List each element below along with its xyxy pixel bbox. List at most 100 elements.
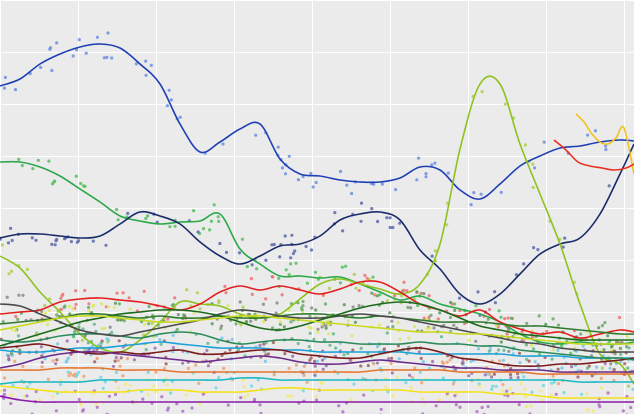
data-point	[94, 329, 98, 333]
data-point	[352, 382, 356, 386]
data-point	[508, 387, 512, 391]
data-point	[532, 246, 536, 250]
data-point	[523, 387, 527, 391]
data-point	[600, 366, 604, 370]
data-point	[551, 317, 555, 321]
data-point	[296, 178, 300, 182]
data-point	[301, 389, 305, 393]
data-point	[92, 322, 96, 326]
data-point	[556, 367, 560, 371]
data-point	[278, 322, 282, 326]
data-point	[237, 251, 242, 255]
data-point	[169, 391, 173, 395]
data-point	[342, 303, 346, 307]
data-point	[603, 362, 607, 366]
data-point	[171, 333, 175, 337]
data-point	[102, 56, 106, 60]
data-point	[95, 356, 99, 361]
data-point	[40, 309, 44, 314]
data-point	[153, 346, 157, 350]
data-point	[16, 317, 20, 321]
data-point	[280, 166, 285, 170]
data-point	[222, 366, 226, 370]
data-point	[55, 313, 59, 317]
data-point	[99, 375, 103, 379]
data-point	[263, 318, 268, 322]
data-point	[445, 360, 449, 364]
data-point	[63, 304, 67, 308]
data-point	[234, 322, 238, 326]
data-point	[293, 249, 297, 253]
data-point	[536, 248, 540, 252]
data-point	[498, 359, 502, 363]
data-point	[420, 381, 424, 385]
data-point	[388, 311, 392, 315]
data-point	[134, 62, 138, 66]
data-point	[509, 316, 514, 320]
data-point	[291, 252, 295, 256]
data-point	[113, 392, 118, 397]
data-point	[542, 140, 546, 144]
data-point	[581, 344, 585, 348]
data-point	[533, 360, 537, 364]
data-point	[100, 327, 104, 331]
data-point	[11, 383, 15, 388]
data-point	[214, 386, 218, 390]
data-point	[406, 305, 410, 309]
data-point	[327, 323, 331, 327]
data-point	[415, 178, 419, 182]
data-point	[103, 380, 107, 384]
data-point	[434, 404, 438, 408]
data-point	[21, 364, 25, 368]
data-point	[397, 357, 401, 361]
data-point	[7, 354, 11, 358]
data-point	[205, 348, 209, 353]
data-point	[59, 296, 63, 300]
series-lines	[0, 43, 634, 403]
data-point	[576, 375, 580, 379]
data-point	[432, 326, 436, 330]
data-point	[266, 352, 270, 356]
data-point	[40, 360, 44, 364]
data-point	[479, 192, 483, 196]
data-point	[146, 393, 150, 397]
data-point	[118, 364, 122, 368]
data-point	[43, 311, 48, 315]
data-point	[525, 321, 529, 325]
data-point	[224, 291, 228, 295]
data-point	[390, 371, 394, 375]
data-point	[487, 349, 491, 353]
data-point	[13, 88, 18, 92]
data-point	[169, 98, 173, 102]
data-point	[206, 364, 210, 368]
data-point	[320, 322, 324, 326]
data-point	[106, 31, 110, 35]
data-point	[619, 352, 623, 356]
data-point	[271, 326, 275, 330]
data-point	[625, 334, 629, 339]
data-point	[116, 386, 120, 390]
data-point	[168, 225, 172, 229]
data-point	[271, 340, 275, 345]
data-point	[626, 366, 630, 370]
data-point	[209, 219, 214, 223]
data-point	[445, 223, 449, 227]
data-point	[246, 393, 250, 397]
data-point	[550, 357, 554, 361]
data-point	[9, 226, 13, 230]
data-point	[264, 258, 268, 262]
data-point	[278, 320, 282, 324]
data-point	[255, 267, 259, 271]
data-point	[609, 362, 613, 366]
data-point	[398, 221, 402, 225]
data-point	[173, 224, 177, 228]
data-point	[250, 263, 254, 267]
data-point	[487, 307, 492, 312]
data-point	[345, 183, 349, 187]
data-point	[354, 286, 358, 290]
data-point	[361, 376, 365, 380]
data-point	[576, 368, 580, 372]
data-point	[287, 154, 291, 158]
data-point	[623, 362, 627, 366]
data-point	[550, 381, 554, 385]
